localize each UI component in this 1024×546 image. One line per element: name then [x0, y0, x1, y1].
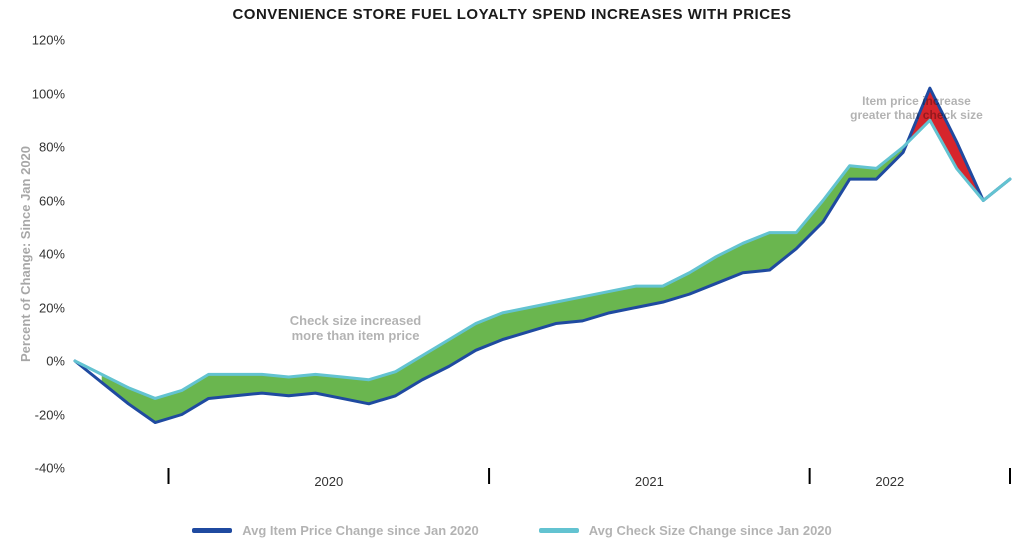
- chart-legend: Avg Item Price Change since Jan 2020 Avg…: [0, 523, 1024, 538]
- legend-swatch-price: [192, 528, 232, 533]
- chart-annotation: Check size increasedmore than item price: [246, 313, 466, 344]
- legend-label-price: Avg Item Price Change since Jan 2020: [242, 523, 479, 538]
- chart-annotation: Item price increasegreater than check si…: [807, 94, 1024, 123]
- legend-item-price: Avg Item Price Change since Jan 2020: [192, 523, 479, 538]
- legend-label-check: Avg Check Size Change since Jan 2020: [589, 523, 832, 538]
- legend-item-check: Avg Check Size Change since Jan 2020: [539, 523, 832, 538]
- legend-swatch-check: [539, 528, 579, 533]
- chart-container: { "chart": { "type": "area-line", "title…: [0, 0, 1024, 546]
- chart-plot: [0, 0, 1024, 546]
